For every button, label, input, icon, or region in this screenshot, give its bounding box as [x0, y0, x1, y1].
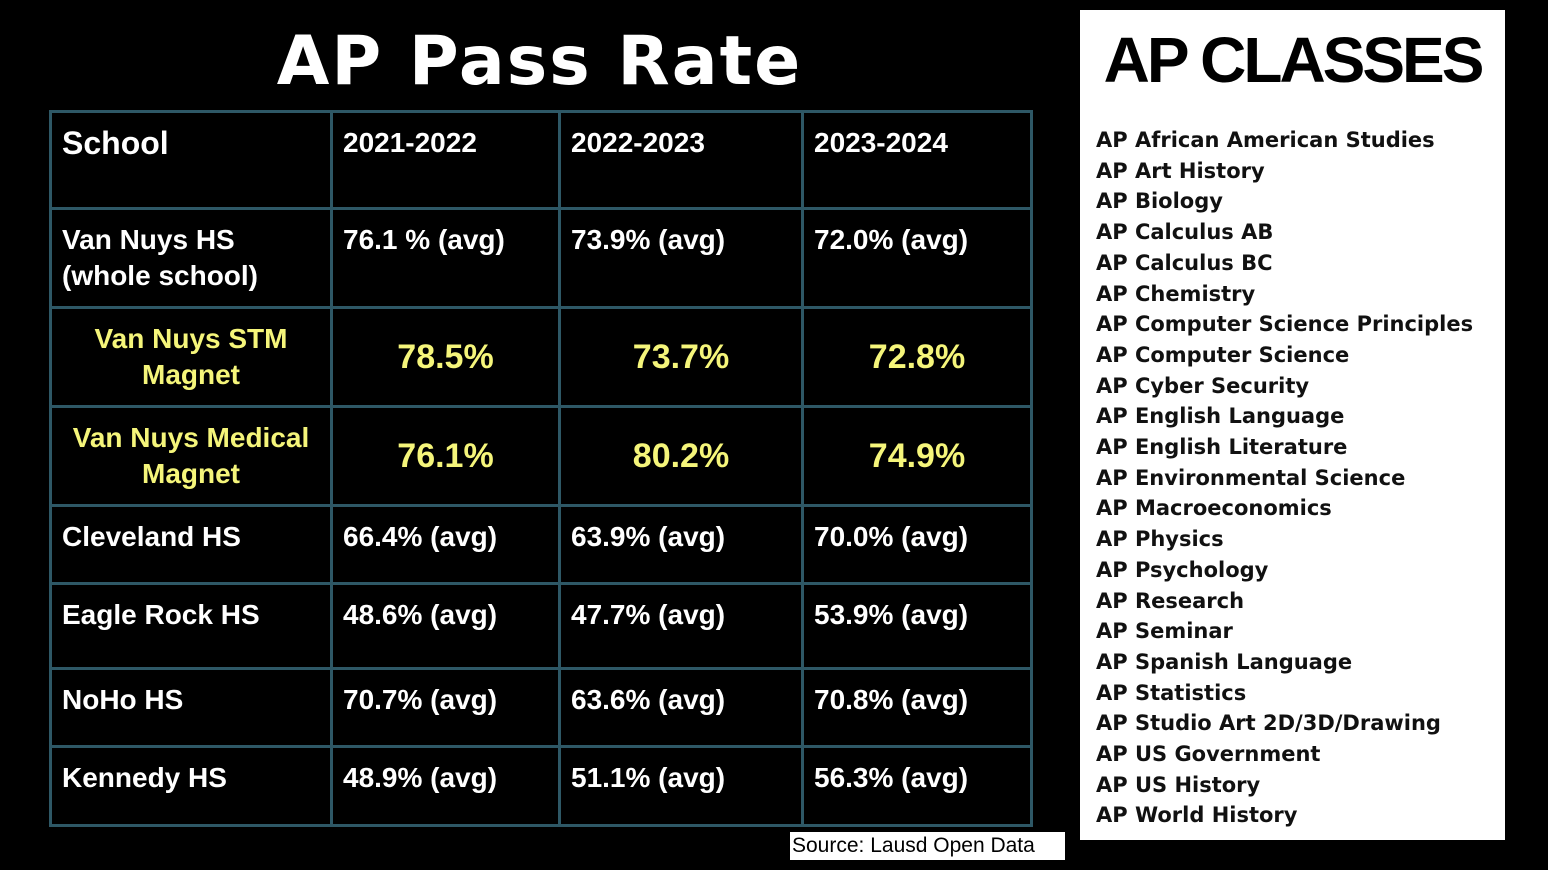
school-cell: Cleveland HS [49, 504, 333, 585]
rate-cell: 48.6% (avg) [330, 582, 561, 670]
column-header: 2022-2023 [558, 110, 804, 210]
school-cell: Van Nuys Medical Magnet [49, 405, 333, 507]
school-cell: NoHo HS [49, 667, 333, 748]
table-row: Van Nuys HS (whole school) 76.1 % (avg) 73… [49, 207, 1033, 309]
ap-class-item: AP Computer Science [1096, 342, 1350, 367]
ap-class-item: AP Macroeconomics [1096, 496, 1332, 521]
ap-class-item: AP Computer Science Principles [1096, 312, 1474, 337]
rate-cell: 80.2% [558, 405, 804, 507]
ap-class-item: AP Seminar [1096, 619, 1233, 644]
ap-class-item: AP Psychology [1096, 557, 1269, 582]
ap-class-item: AP Art History [1096, 158, 1265, 183]
ap-class-item: AP Studio Art 2D/3D/Drawing [1096, 711, 1441, 736]
ap-class-item: AP Research [1096, 588, 1245, 613]
rate-cell: 72.8% [801, 306, 1033, 408]
rate-cell: 47.7% (avg) [558, 582, 804, 670]
column-header: School [49, 110, 333, 210]
slide-title: AP Pass Rate [276, 22, 803, 101]
ap-class-item: AP Spanish Language [1096, 649, 1353, 674]
school-cell: Van Nuys STM Magnet [49, 306, 333, 408]
ap-classes-panel: AP CLASSES AP African American Studies AP… [1080, 10, 1505, 840]
rate-cell: 74.9% [801, 405, 1033, 507]
ap-classes-list: AP African American Studies AP Art Histor… [1096, 125, 1473, 831]
table-row: Eagle Rock HS 48.6% (avg) 47.7% (avg) 53.9%… [49, 582, 1033, 670]
ap-class-item: AP US History [1096, 772, 1261, 797]
ap-class-item: AP African American Studies [1096, 128, 1435, 152]
rate-cell: 51.1% (avg) [558, 745, 804, 827]
school-cell: Van Nuys HS (whole school) [49, 207, 333, 309]
ap-class-item: AP English Language [1096, 404, 1345, 429]
school-cell: Kennedy HS [49, 745, 333, 827]
ap-classes-title: AP CLASSES [1103, 24, 1485, 96]
rate-cell: 48.9% (avg) [330, 745, 561, 827]
rate-cell: 73.9% (avg) [558, 207, 804, 309]
ap-class-item: AP Chemistry [1096, 281, 1256, 306]
rate-cell: 78.5% [330, 306, 561, 408]
rate-cell: 70.8% (avg) [801, 667, 1033, 748]
school-cell: Eagle Rock HS [49, 582, 333, 670]
pass-rate-table: School 2021-2022 2022-2023 2023-2024 Van Nuy… [49, 110, 1033, 827]
table-row: Cleveland HS 66.4% (avg) 63.9% (avg) 70.0% … [49, 504, 1033, 585]
rate-cell: 70.7% (avg) [330, 667, 561, 748]
ap-class-item: AP US Government [1096, 742, 1321, 767]
rate-cell: 66.4% (avg) [330, 504, 561, 585]
ap-class-item: AP Physics [1096, 527, 1224, 552]
ap-class-item: AP Calculus BC [1096, 250, 1273, 275]
table-row: Van Nuys Medical Magnet 76.1% 80.2% 74.9% [49, 405, 1033, 507]
rate-cell: 76.1 % (avg) [330, 207, 561, 309]
rate-cell: 76.1% [330, 405, 561, 507]
ap-class-item: AP English Literature [1096, 435, 1348, 460]
rate-cell: 63.9% (avg) [558, 504, 804, 585]
rate-cell: 73.7% [558, 306, 804, 408]
ap-class-item: AP World History [1096, 803, 1298, 828]
rate-cell: 72.0% (avg) [801, 207, 1033, 309]
rate-cell: 63.6% (avg) [558, 667, 804, 748]
column-header: 2023-2024 [801, 110, 1033, 210]
ap-class-item: AP Cyber Security [1096, 373, 1310, 398]
rate-cell: 56.3% (avg) [801, 745, 1033, 827]
ap-class-item: AP Biology [1096, 189, 1223, 214]
header-row: School 2021-2022 2022-2023 2023-2024 [49, 110, 1033, 210]
source-note: Source: Lausd Open Data [790, 832, 1065, 860]
table-row: Kennedy HS 48.9% (avg) 51.1% (avg) 56.3% (a… [49, 745, 1033, 827]
ap-class-item: AP Statistics [1096, 680, 1247, 705]
ap-class-item: AP Calculus AB [1096, 220, 1274, 245]
rate-cell: 53.9% (avg) [801, 582, 1033, 670]
table-row: NoHo HS 70.7% (avg) 63.6% (avg) 70.8% (avg) [49, 667, 1033, 748]
table-row: Van Nuys STM Magnet 78.5% 73.7% 72.8% [49, 306, 1033, 408]
column-header: 2021-2022 [330, 110, 561, 210]
ap-class-item: AP Environmental Science [1096, 465, 1406, 490]
rate-cell: 70.0% (avg) [801, 504, 1033, 585]
